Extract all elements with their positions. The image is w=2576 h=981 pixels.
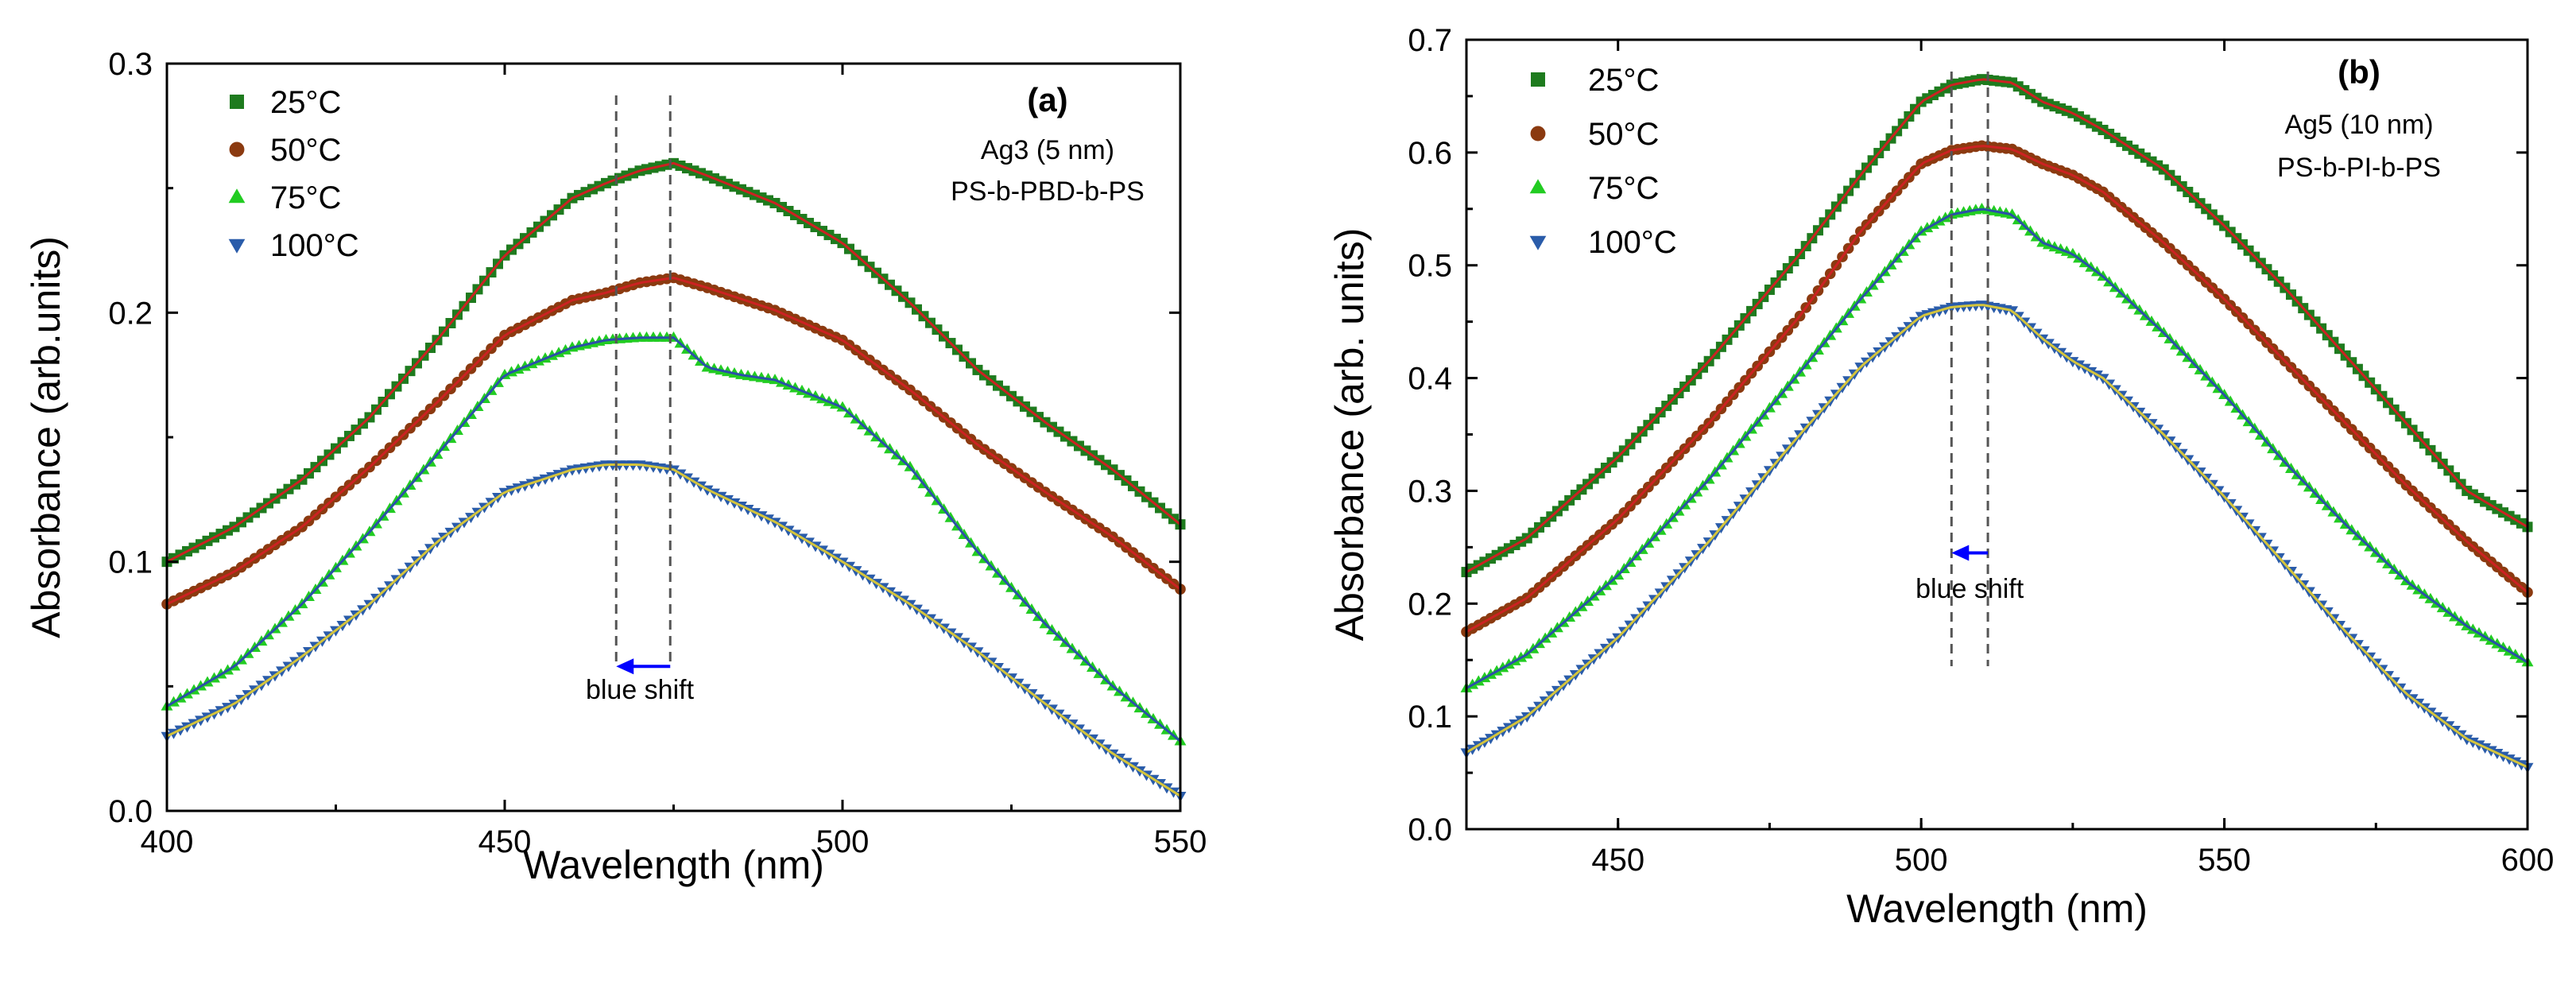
panel-label-a: (a) [1027,81,1067,118]
blue-shift-label-b: blue shift [1916,574,2024,604]
legend-label-b-3: 100°C [1588,225,1677,260]
y-tick-label-b-7: 0.7 [1408,23,1452,58]
series-a-1 [161,272,1186,610]
y-tick-label-b-4: 0.4 [1408,362,1452,397]
blue-shift-arrowhead-a [616,658,634,675]
y-tick-label-a-0: 0.0 [108,794,153,829]
y-tick-label-b-1: 0.1 [1408,700,1452,735]
y-axis-title-b: Absorbance (arb. units) [1327,228,1372,642]
fit-line-a-0 [166,161,1181,564]
series-a-0 [161,157,1186,568]
data-point-a-2-50 [498,368,511,379]
series-a-3 [161,460,1187,802]
legend-b: 25°C 50°C 75°C 100°C [1529,63,1677,260]
legend-marker-a-1 [229,142,245,157]
legend-label-b-0: 25°C [1588,63,1659,98]
sample-label-b: Ag5 (10 nm) [2284,110,2433,140]
x-tick-label-a-2: 500 [816,824,870,859]
series-b-3 [1460,301,2534,774]
series-b-2 [1460,202,2534,692]
series-a-2 [161,331,1187,746]
fit-line-b-0 [1466,78,2528,573]
chart-panel-b: blue shift 450 500 550 600 0.0 0.1 0.2 0.3 0.4 0.5… [1327,23,2554,931]
y-tick-label-b-0: 0.0 [1408,812,1452,847]
fit-line-b-3 [1466,304,2528,769]
data-point-b-2-90 [2006,208,2019,219]
chart-panel-a: blue shift 400 450 500 550 0.0 0.1 0.2 0.3 Wavele… [24,47,1207,887]
x-axis-title-b: Wavelength (nm) [1846,886,2148,931]
series-b-1 [1461,140,2533,638]
fit-line-a-1 [166,276,1181,606]
legend-label-a-1: 50°C [270,133,341,168]
legend-marker-a-3 [228,238,246,254]
x-tick-label-b-1: 500 [1895,843,1948,878]
x-tick-label-a-0: 400 [141,824,194,859]
legend-marker-a-0 [230,95,244,109]
legend-label-b-2: 75°C [1588,171,1659,206]
y-tick-label-a-1: 0.1 [108,545,153,580]
series-b-0 [1461,74,2533,578]
x-tick-label-b-3: 600 [2501,843,2555,878]
fit-line-b-2 [1466,207,2528,690]
fit-line-a-3 [166,463,1181,797]
legend-marker-b-2 [1529,179,1547,194]
legend-label-a-0: 25°C [270,85,341,120]
fit-line-a-2 [166,336,1181,743]
x-tick-label-b-0: 450 [1591,843,1644,878]
x-axis-title-a: Wavelength (nm) [523,843,824,887]
x-tick-label-a-1: 450 [478,824,532,859]
legend-label-a-3: 100°C [270,228,359,263]
sample-label-a: Ag3 (5 nm) [981,135,1114,165]
polymer-label-b: PS-b-PI-b-PS [2277,153,2441,183]
y-axis-title-a: Absorbance (arb.units) [24,236,68,638]
y-tick-label-a-3: 0.3 [108,47,153,82]
y-tick-label-b-2: 0.2 [1408,587,1452,622]
legend-a: 25°C 50°C 75°C 100°C [228,85,359,263]
legend-marker-b-1 [1530,126,1546,142]
legend-label-b-1: 50°C [1588,117,1659,152]
y-tick-label-a-2: 0.2 [108,296,153,331]
panel-label-b: (b) [2338,53,2380,91]
legend-marker-a-2 [228,188,246,204]
y-tick-label-b-3: 0.3 [1408,474,1452,509]
legend-marker-b-3 [1529,235,1547,250]
x-tick-label-b-2: 550 [2198,843,2251,878]
x-tick-label-a-3: 550 [1154,824,1207,859]
legend-marker-b-0 [1531,72,1545,87]
polymer-label-a: PS-b-PBD-b-PS [951,176,1145,207]
blue-shift-label-a: blue shift [586,675,695,705]
blue-shift-arrowhead-b [1951,545,1970,561]
y-tick-label-b-6: 0.6 [1408,136,1452,171]
legend-label-a-2: 75°C [270,180,341,215]
y-tick-label-b-5: 0.5 [1408,249,1452,284]
data-point-b-2-75 [1915,225,1927,236]
fit-line-b-1 [1466,145,2528,634]
